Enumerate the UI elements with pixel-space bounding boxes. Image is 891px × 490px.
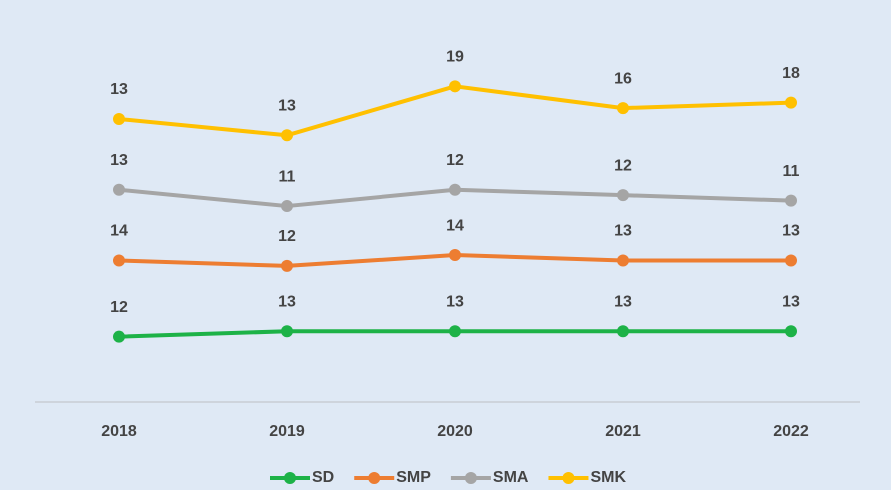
data-label: 13 xyxy=(110,81,128,98)
x-tick-label: 2020 xyxy=(437,423,473,440)
point xyxy=(617,102,629,115)
data-label: 12 xyxy=(278,228,296,245)
data-label: 12 xyxy=(110,299,128,316)
point xyxy=(617,189,629,202)
point xyxy=(617,325,629,338)
point xyxy=(785,325,797,338)
data-label: 12 xyxy=(446,152,464,169)
point xyxy=(281,200,293,213)
point xyxy=(113,330,125,343)
legend-marker xyxy=(284,472,296,484)
x-tick-label: 2018 xyxy=(101,423,137,440)
legend-label: SD xyxy=(312,469,334,486)
data-label: 13 xyxy=(446,293,464,310)
data-label: 14 xyxy=(110,223,128,240)
point xyxy=(281,325,293,338)
data-label: 12 xyxy=(614,157,632,174)
legend-label: SMA xyxy=(493,469,529,486)
point xyxy=(785,96,797,109)
data-label: 19 xyxy=(446,49,464,66)
legend-marker xyxy=(368,472,381,484)
data-label: 11 xyxy=(783,163,800,180)
point xyxy=(281,259,293,272)
x-tick-label: 2021 xyxy=(605,423,641,440)
data-label: 13 xyxy=(614,223,632,240)
data-label: 18 xyxy=(782,65,800,82)
point xyxy=(785,254,797,267)
legend-marker xyxy=(562,472,575,484)
point xyxy=(113,183,125,196)
point xyxy=(281,129,293,142)
legend-label: SMK xyxy=(590,469,626,486)
legend-label: SMP xyxy=(396,469,431,486)
data-label: 11 xyxy=(279,168,296,185)
point xyxy=(449,325,461,338)
point xyxy=(785,194,797,207)
legend-marker xyxy=(464,472,477,484)
point xyxy=(617,254,629,267)
x-tick-label: 2019 xyxy=(269,423,305,440)
data-label: 13 xyxy=(278,98,296,115)
point xyxy=(113,254,125,267)
point xyxy=(449,183,461,196)
data-label: 13 xyxy=(782,223,800,240)
data-label: 14 xyxy=(446,217,464,234)
data-label: 13 xyxy=(614,293,632,310)
data-label: 13 xyxy=(110,152,128,169)
data-label: 13 xyxy=(278,293,296,310)
data-label: 16 xyxy=(614,70,632,87)
point xyxy=(449,249,461,262)
point xyxy=(449,80,461,93)
point xyxy=(113,112,125,125)
x-tick-label: 2022 xyxy=(773,423,809,440)
data-label: 13 xyxy=(782,293,800,310)
